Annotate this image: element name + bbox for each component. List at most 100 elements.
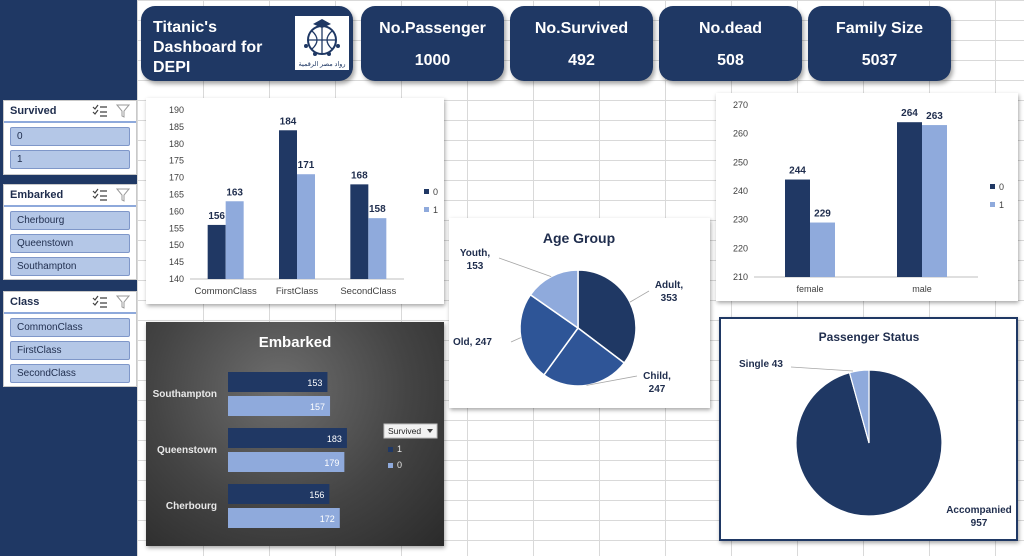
embarked-chart-panel: Embarked Southampton 153 157 Queenstown 183 17… bbox=[146, 322, 444, 546]
class-chart-category-label: CommonClass bbox=[195, 286, 258, 297]
slicer-survived: Survived 0 1 bbox=[3, 100, 137, 175]
gender-chart-ytick: 230 bbox=[733, 215, 748, 225]
slicer-item-southampton[interactable]: Southampton bbox=[10, 257, 130, 276]
class-chart-data-label: 158 bbox=[369, 204, 386, 215]
kpi-passenger-card: No.Passenger 1000 bbox=[361, 6, 504, 81]
embarked-chart-legend-label: 0 bbox=[397, 460, 402, 470]
embarked-chart-data-label: 183 bbox=[327, 434, 342, 444]
embarked-chart-data-label: 157 bbox=[310, 402, 325, 412]
embarked-chart-bar bbox=[228, 396, 331, 416]
gender-chart-category-label: male bbox=[912, 284, 932, 294]
kpi-survived-card: No.Survived 492 bbox=[510, 6, 653, 81]
kpi-dead-card: No.dead 508 bbox=[659, 6, 802, 81]
gender-chart-bar bbox=[810, 222, 835, 277]
kpi-dead-label: No.dead bbox=[698, 20, 763, 37]
embarked-chart-bar bbox=[228, 428, 347, 448]
embarked-chart-bar bbox=[228, 452, 345, 472]
gender-chart-category-label: female bbox=[796, 284, 823, 294]
status-chart-slice bbox=[848, 369, 870, 444]
class-chart-bar bbox=[225, 201, 244, 279]
slicer-class: Class CommonClass FirstClass SecondClass bbox=[3, 291, 137, 387]
slicer-item-survived-1[interactable]: 1 bbox=[10, 150, 130, 169]
kpi-family-card: Family Size 5037 bbox=[808, 6, 951, 81]
multi-select-icon[interactable] bbox=[92, 188, 108, 202]
class-chart-ytick: 150 bbox=[169, 240, 184, 250]
class-chart-legend-label: 0 bbox=[433, 187, 438, 197]
status-chart-data-label: Accompanied 957 bbox=[946, 505, 1012, 529]
embarked-chart-data-label: 179 bbox=[324, 458, 339, 468]
class-chart-category-label: SecondClass bbox=[340, 286, 396, 297]
embarked-chart-legend-label: 1 bbox=[397, 444, 402, 454]
age-chart-slice bbox=[529, 269, 579, 330]
gender-chart-data-label: 263 bbox=[926, 111, 943, 122]
class-chart-ytick: 140 bbox=[169, 274, 184, 284]
embarked-chart-category-label: Cherbourg bbox=[166, 501, 217, 512]
kpi-family-label: Family Size bbox=[835, 20, 924, 37]
gender-chart-legend-swatch bbox=[990, 202, 995, 207]
multi-select-icon[interactable] bbox=[92, 295, 108, 309]
slicer-embarked: Embarked Cherbourg Queenstown Southampto… bbox=[3, 184, 137, 280]
class-chart-ytick: 165 bbox=[169, 190, 184, 200]
age-group-chart-panel: Age Group Adult, 353 Child, 247 Old, 247 Youth… bbox=[449, 218, 710, 408]
slicer-item-secondclass[interactable]: SecondClass bbox=[10, 364, 130, 383]
class-chart-data-label: 163 bbox=[226, 187, 243, 198]
age-chart-slice bbox=[519, 293, 580, 376]
slicer-item-survived-0[interactable]: 0 bbox=[10, 127, 130, 146]
embarked-chart-bar bbox=[228, 484, 330, 504]
logo-graphic: رواد مصر الرقمية bbox=[295, 16, 349, 70]
passenger-status-chart-panel: Passenger Status Single 43 Accompanied 957 bbox=[719, 317, 1018, 541]
class-chart-data-label: 171 bbox=[298, 160, 315, 171]
gender-chart-ytick: 220 bbox=[733, 243, 748, 253]
gender-chart-legend-label: 0 bbox=[999, 182, 1004, 192]
age-chart-data-label: Adult, 353 bbox=[655, 280, 684, 304]
slicer-class-title: Class bbox=[10, 296, 40, 308]
class-chart-ytick: 180 bbox=[169, 139, 184, 149]
class-survival-chart-panel: 140 145 150 155 160 165 170 175 180 185 190 156 163 C… bbox=[146, 98, 444, 304]
clear-filter-icon[interactable] bbox=[116, 295, 130, 309]
slicer-item-firstclass[interactable]: FirstClass bbox=[10, 341, 130, 360]
class-chart-bar bbox=[368, 218, 387, 279]
kpi-family-value: 5037 bbox=[861, 52, 898, 69]
passenger-status-chart: Passenger Status Single 43 Accompanied 957 bbox=[739, 330, 1012, 529]
embarked-chart-data-label: 153 bbox=[307, 378, 322, 388]
embarked-chart-data-label: 156 bbox=[309, 490, 324, 500]
age-chart-data-label: Child, 247 bbox=[643, 371, 671, 395]
slicer-embarked-title: Embarked bbox=[10, 189, 64, 201]
slicer-item-queenstown[interactable]: Queenstown bbox=[10, 234, 130, 253]
class-chart-bar bbox=[350, 184, 369, 279]
slicer-item-cherbourg[interactable]: Cherbourg bbox=[10, 211, 130, 230]
age-group-chart: Age Group Adult, 353 Child, 247 Old, 247 Youth… bbox=[453, 230, 684, 395]
class-chart-bar bbox=[297, 174, 315, 279]
gender-chart-bar bbox=[785, 179, 810, 277]
status-chart-leader-line bbox=[790, 366, 854, 372]
clear-filter-icon[interactable] bbox=[116, 188, 130, 202]
class-chart-legend-swatch bbox=[424, 207, 429, 212]
dashboard-title: Titanic's Dashboard for DEPI bbox=[153, 19, 263, 76]
class-chart-category-label: FirstClass bbox=[276, 286, 318, 297]
gender-survival-chart: 210 220 230 240 250 260 270 244 229 female 264 263 m… bbox=[733, 100, 1004, 294]
gender-chart-bar bbox=[922, 125, 947, 277]
age-chart-title: Age Group bbox=[543, 230, 615, 246]
age-chart-data-label: Old, 247 bbox=[453, 337, 492, 348]
gender-chart-data-label: 229 bbox=[814, 209, 831, 220]
class-chart-legend-label: 1 bbox=[433, 205, 438, 215]
slicer-item-commonclass[interactable]: CommonClass bbox=[10, 318, 130, 337]
embarked-chart-legend-filter bbox=[383, 423, 438, 439]
class-chart-ytick: 155 bbox=[169, 223, 184, 233]
embarked-chart-category-label: Southampton bbox=[153, 389, 217, 400]
age-chart-slice bbox=[577, 269, 637, 365]
age-chart-leader-line bbox=[498, 257, 552, 277]
age-chart-leader-line bbox=[629, 290, 650, 303]
age-chart-leader-line bbox=[510, 337, 521, 343]
status-chart-title: Passenger Status bbox=[819, 330, 920, 344]
multi-select-icon[interactable] bbox=[92, 104, 108, 118]
chevron-down-icon bbox=[427, 429, 433, 433]
embarked-chart-bar bbox=[228, 372, 328, 392]
gender-chart-ytick: 240 bbox=[733, 186, 748, 196]
age-chart-data-label: Youth, 153 bbox=[460, 248, 491, 272]
clear-filter-icon[interactable] bbox=[116, 104, 130, 118]
class-survival-chart: 140 145 150 155 160 165 170 175 180 185 190 156 163 C… bbox=[169, 105, 438, 297]
embarked-chart-bar bbox=[228, 508, 340, 528]
kpi-passenger-label: No.Passenger bbox=[379, 20, 486, 37]
kpi-survived-label: No.Survived bbox=[534, 20, 629, 37]
